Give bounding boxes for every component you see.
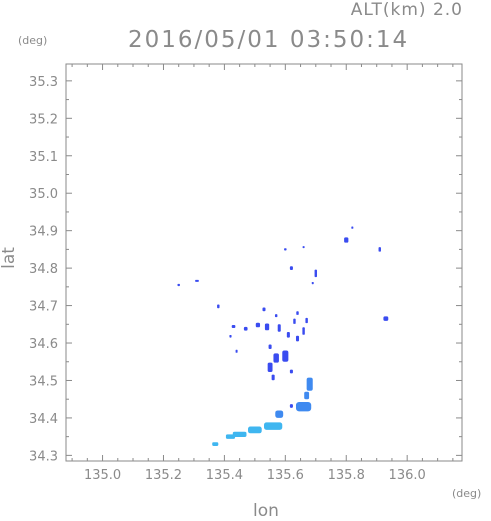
echo-point: [217, 304, 220, 309]
echo-point: [304, 391, 310, 400]
echo-point: [295, 335, 300, 342]
echo-point: [351, 226, 354, 229]
echo-point: [305, 317, 308, 324]
echo-point: [296, 311, 299, 315]
echo-point: [229, 334, 232, 338]
x-axis-label: lon: [253, 501, 279, 521]
y-tick-label: 34.4: [29, 412, 58, 427]
y-tick-label: 34.7: [29, 300, 58, 315]
echo-point: [232, 431, 247, 438]
y-tick-label: 34.5: [29, 374, 58, 389]
echo-point: [195, 279, 199, 282]
x-tick-label: 135.2: [145, 468, 182, 483]
echo-point: [225, 434, 236, 439]
echo-point: [383, 316, 389, 321]
x-tick-label: 135.6: [267, 468, 304, 483]
echo-point: [274, 314, 278, 318]
echo-point: [268, 344, 272, 350]
echo-point: [212, 442, 219, 447]
echo-point: [306, 377, 313, 391]
echo-point: [302, 246, 305, 249]
echo-point: [286, 331, 290, 338]
echo-point: [177, 283, 180, 287]
x-tick-label: 135.0: [84, 468, 121, 483]
chart-title: 2016/05/01 03:50:14: [128, 27, 410, 53]
echo-point: [293, 318, 296, 324]
echo-point: [231, 325, 236, 329]
x-tick-label: 136.0: [389, 468, 426, 483]
x-unit-label: (deg): [452, 487, 482, 500]
echo-point: [273, 353, 279, 363]
plot-border: [65, 63, 463, 462]
echo-point: [311, 281, 314, 285]
echo-point: [243, 326, 248, 331]
echo-point: [277, 324, 281, 332]
echo-point: [284, 248, 287, 251]
x-tick-label: 135.8: [328, 468, 365, 483]
altitude-label: ALT(km) 2.0: [350, 0, 463, 20]
echo-point: [267, 362, 273, 373]
y-unit-label: (deg): [18, 34, 48, 47]
y-tick-label: 34.3: [29, 449, 58, 464]
y-tick-label: 35.0: [29, 187, 58, 202]
data-points: [177, 226, 389, 447]
axis-ticks: 135.0 135.2 135.4 135.6 135.8 136.0 34.3 34.4 34…: [29, 64, 462, 483]
x-tick-label: 135.4: [206, 468, 243, 483]
echo-point: [295, 402, 312, 412]
y-tick-label: 34.6: [29, 337, 58, 352]
y-tick-label: 34.9: [29, 225, 58, 240]
echo-point: [289, 266, 293, 270]
echo-point: [262, 307, 266, 312]
echo-point: [302, 327, 305, 335]
plot-frame: [65, 63, 463, 462]
echo-point: [282, 350, 289, 362]
echo-point: [289, 369, 293, 374]
echo-point: [248, 426, 262, 434]
echo-point: [344, 237, 349, 243]
echo-point: [264, 323, 270, 331]
echo-point: [289, 404, 293, 408]
echo-point: [235, 349, 238, 353]
echo-point: [255, 322, 261, 328]
y-tick-label: 35.1: [29, 150, 58, 165]
echo-point: [271, 374, 275, 381]
y-tick-label: 35.2: [29, 112, 58, 127]
echo-point: [378, 247, 381, 252]
echo-point: [275, 410, 284, 418]
echo-point: [314, 269, 318, 278]
echo-point: [264, 422, 283, 430]
y-tick-label: 35.3: [29, 75, 58, 90]
y-tick-label: 34.8: [29, 262, 58, 277]
